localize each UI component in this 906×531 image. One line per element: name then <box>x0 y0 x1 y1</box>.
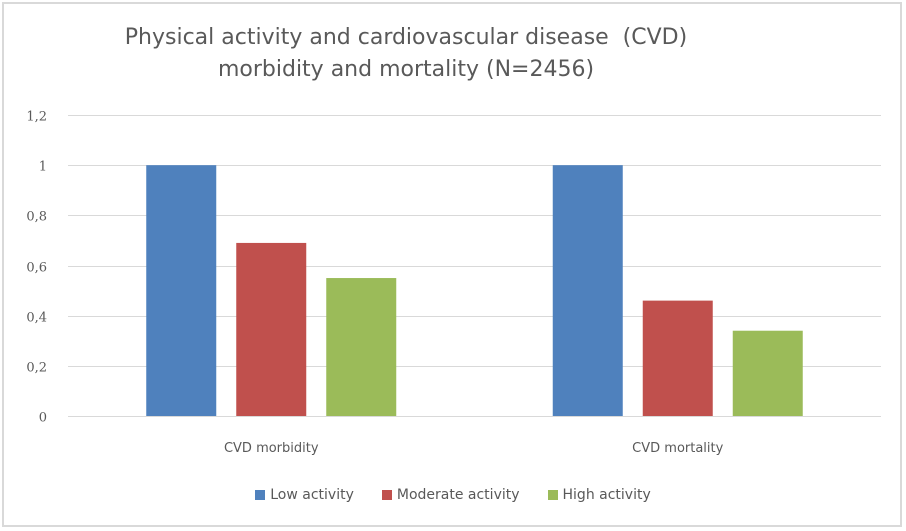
bar <box>146 165 217 416</box>
bar <box>732 330 803 416</box>
legend-label-moderate: Moderate activity <box>396 487 520 503</box>
y-tick-label: 1 <box>39 160 47 175</box>
legend: Low activity Moderate activity High acti… <box>0 487 906 503</box>
bar <box>552 165 623 416</box>
bar <box>326 278 397 416</box>
legend-swatch-moderate <box>381 490 392 500</box>
x-category-label: CVD mortality <box>632 441 723 456</box>
legend-item-moderate: Moderate activity <box>381 487 520 503</box>
legend-item-low: Low activity <box>255 487 354 503</box>
legend-swatch-high <box>547 490 558 500</box>
y-tick-label: 0,4 <box>26 311 47 326</box>
chart-title: Physical activity and cardiovascular dis… <box>0 22 812 86</box>
legend-label-low: Low activity <box>270 487 354 503</box>
bar <box>642 300 713 416</box>
chart-title-line-1: Physical activity and cardiovascular dis… <box>124 25 688 50</box>
y-tick-label: 0 <box>39 411 47 426</box>
chart-title-line-2: morbidity and mortality (N=2456) <box>217 57 595 82</box>
x-category-label: CVD morbidity <box>224 441 319 456</box>
y-tick-label: 1,2 <box>26 110 47 125</box>
y-tick-label: 0,2 <box>26 361 47 376</box>
legend-label-high: High activity <box>562 487 651 503</box>
y-tick-label: 0,8 <box>26 210 47 225</box>
bar <box>236 242 307 416</box>
y-tick-label: 0,6 <box>26 261 47 276</box>
legend-swatch-low <box>255 490 266 500</box>
legend-item-high: High activity <box>547 487 651 503</box>
